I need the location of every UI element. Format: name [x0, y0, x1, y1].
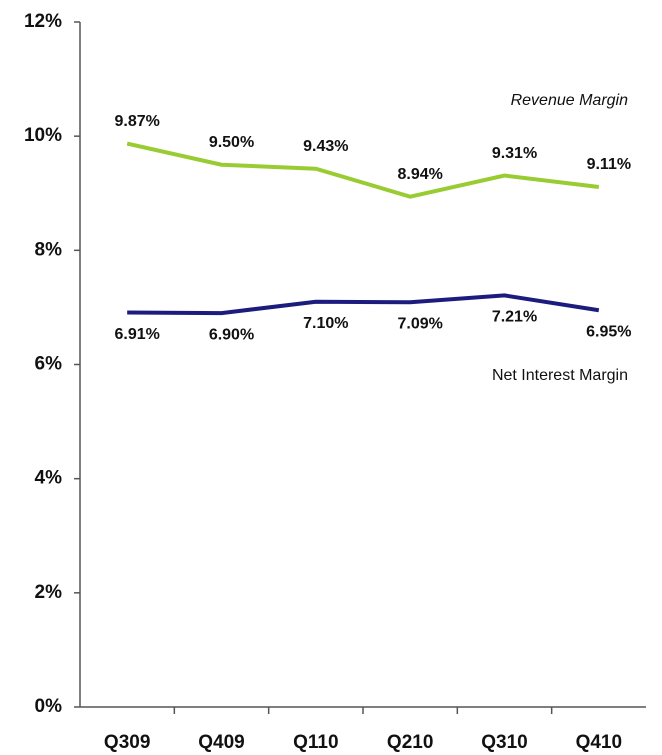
x-tick-label: Q310 [481, 732, 527, 753]
data-label: 9.11% [587, 156, 631, 173]
y-tick-label: 8% [35, 239, 63, 260]
y-tick-label: 4% [35, 468, 63, 489]
series-name: Revenue Margin [511, 92, 629, 109]
series-line [127, 293, 600, 316]
data-label: 8.94% [397, 166, 442, 183]
y-tick-label: 6% [35, 354, 63, 375]
y-tick-label: 10% [24, 125, 62, 146]
data-label: 6.91% [114, 326, 159, 343]
series-line [126, 141, 600, 199]
x-tick-label: Q110 [293, 732, 338, 753]
data-label: 7.10% [303, 315, 348, 332]
x-tick-label: Q309 [104, 732, 150, 753]
data-label: 7.21% [492, 309, 537, 326]
data-label: 6.95% [586, 323, 631, 340]
y-tick-label: 0% [35, 696, 63, 717]
data-label: 9.87% [114, 113, 159, 130]
data-label: 9.50% [209, 134, 254, 151]
x-tick-label: Q409 [198, 732, 244, 753]
y-tick-label: 2% [35, 582, 63, 603]
x-tick-label: Q210 [387, 732, 433, 753]
y-tick-label: 12% [24, 11, 62, 32]
data-label: 6.90% [209, 326, 254, 343]
x-tick-label: Q410 [576, 732, 622, 753]
data-label: 9.31% [492, 145, 537, 162]
data-label: 7.09% [397, 315, 442, 332]
data-label: 9.43% [303, 138, 348, 155]
series-name: Net Interest Margin [492, 367, 628, 384]
